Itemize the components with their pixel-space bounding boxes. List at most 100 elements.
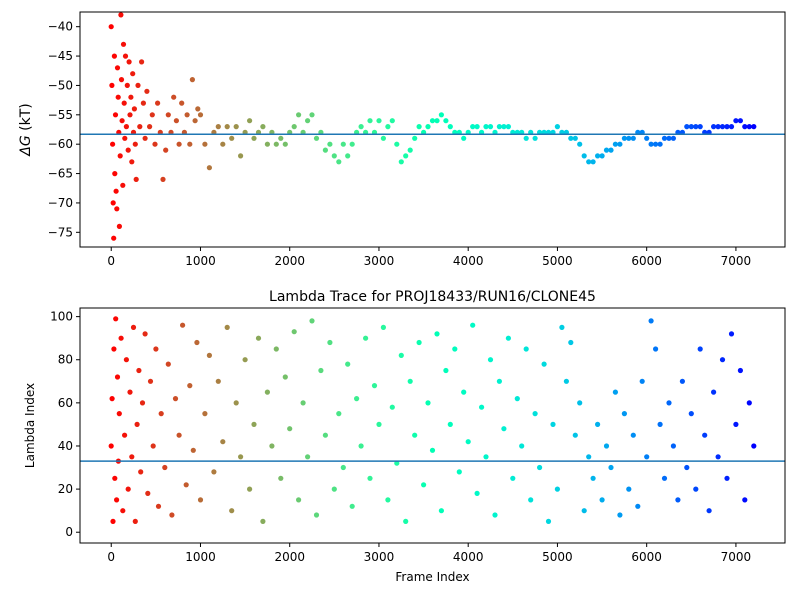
delta-g-point: [751, 124, 757, 130]
delta-g-point: [139, 59, 145, 65]
delta-g-x-tick-label: 5000: [542, 254, 573, 268]
delta-g-point: [742, 124, 748, 130]
delta-g-point: [590, 159, 596, 165]
delta-g-point: [264, 141, 270, 147]
lambda-point: [282, 374, 288, 380]
delta-g-y-tick-label: −45: [48, 49, 73, 63]
delta-g-point: [117, 153, 123, 159]
delta-g-point: [163, 147, 169, 153]
lambda-point: [434, 331, 440, 337]
lambda-point: [742, 497, 748, 503]
delta-g-point: [282, 141, 288, 147]
delta-g-point: [114, 206, 120, 212]
delta-g-point: [112, 112, 119, 118]
lambda-chart-title: Lambda Trace for PROJ18433/RUN16/CLONE45: [269, 289, 596, 305]
lambda-point: [635, 503, 641, 509]
delta-g-point: [112, 171, 118, 177]
lambda-point: [470, 322, 476, 328]
lambda-point: [590, 475, 596, 481]
lambda-point: [123, 357, 129, 363]
delta-g-point: [367, 118, 373, 124]
lambda-y-tick-label: 60: [58, 396, 73, 410]
lambda-point: [273, 346, 279, 352]
delta-g-point: [737, 118, 744, 124]
delta-g-point: [376, 118, 382, 124]
lambda-point: [728, 331, 735, 337]
delta-g-point: [220, 141, 226, 147]
delta-g-y-tick-label: −50: [48, 78, 73, 92]
delta-g-point: [693, 124, 699, 130]
delta-g-point: [724, 124, 730, 130]
delta-g-point: [233, 124, 239, 130]
lambda-point: [220, 439, 226, 445]
lambda-point: [165, 361, 171, 367]
delta-g-point: [412, 135, 418, 141]
lambda-point: [358, 443, 364, 449]
lambda-point: [162, 464, 168, 471]
lambda-point: [608, 464, 614, 471]
delta-g-x-tick-label: 7000: [721, 254, 752, 268]
lambda-point: [242, 357, 248, 363]
delta-g-point: [394, 141, 400, 147]
lambda-point: [670, 443, 677, 449]
lambda-point: [202, 411, 208, 417]
delta-g-point: [184, 112, 190, 118]
delta-g-point: [385, 124, 391, 130]
delta-g-point: [273, 141, 279, 147]
delta-g-point: [626, 135, 632, 141]
lambda-point: [621, 411, 628, 417]
delta-g-point: [140, 100, 146, 106]
delta-g-point: [532, 135, 538, 141]
lambda-point: [385, 497, 391, 503]
delta-g-point: [429, 118, 436, 124]
delta-g-point: [617, 141, 623, 147]
lambda-point: [510, 475, 516, 481]
lambda-point: [300, 400, 306, 406]
delta-g-point: [697, 124, 703, 130]
lambda-point: [661, 475, 668, 481]
delta-g-point: [111, 235, 117, 241]
delta-g-point: [416, 124, 422, 130]
delta-g-y-axis-label: ΔG (kT): [18, 103, 34, 156]
lambda-y-tick-label: 0: [65, 525, 73, 539]
lambda-point: [127, 389, 133, 395]
delta-g-point: [407, 147, 413, 153]
delta-g-point: [187, 141, 193, 147]
delta-g-point: [123, 124, 129, 130]
lambda-point: [287, 426, 293, 432]
lambda-point: [403, 518, 409, 525]
lambda-point: [215, 378, 221, 384]
lambda-point: [537, 464, 543, 471]
delta-g-point: [179, 100, 185, 106]
lambda-point: [653, 346, 659, 352]
delta-g-point: [251, 135, 257, 141]
delta-g-point: [461, 135, 467, 141]
delta-g-y-tick-label: −65: [48, 167, 73, 181]
delta-g-point: [119, 118, 125, 124]
lambda-point: [134, 421, 140, 427]
lambda-point: [425, 400, 431, 406]
delta-g-point: [130, 71, 136, 77]
lambda-point: [541, 361, 547, 367]
lambda-point: [376, 421, 382, 427]
delta-g-point: [135, 82, 141, 88]
delta-g-point: [661, 135, 668, 141]
lambda-point: [519, 443, 525, 449]
delta-g-point: [144, 88, 150, 94]
lambda-point: [438, 508, 444, 514]
delta-g-x-tick-label: 4000: [453, 254, 484, 268]
delta-g-point: [247, 118, 253, 124]
lambda-point: [724, 475, 730, 481]
lambda-point: [639, 378, 645, 384]
lambda-point: [291, 329, 297, 335]
delta-g-point: [443, 118, 449, 124]
lambda-point: [155, 503, 162, 509]
delta-g-point: [572, 135, 578, 141]
delta-g-point: [505, 124, 511, 130]
delta-g-point: [110, 141, 116, 147]
lambda-point: [394, 460, 400, 466]
lambda-point: [327, 339, 333, 346]
lambda-point: [581, 508, 587, 514]
delta-g-point: [733, 118, 739, 124]
delta-g-point: [108, 24, 114, 30]
